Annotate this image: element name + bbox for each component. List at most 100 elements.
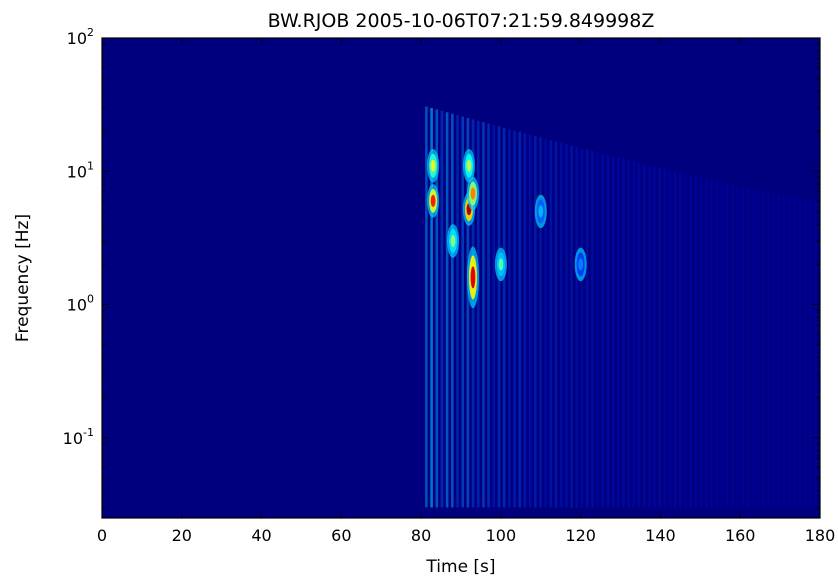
- energy-streak: [435, 109, 439, 508]
- energy-streak: [674, 171, 677, 508]
- energy-streak: [777, 194, 781, 508]
- feature-core: [470, 187, 476, 200]
- energy-streak: [756, 190, 760, 508]
- energy-streak: [451, 113, 454, 508]
- energy-streak: [440, 110, 444, 508]
- energy-streak: [731, 184, 734, 508]
- energy-streak: [523, 133, 527, 508]
- y-tick-label: 101: [67, 159, 94, 181]
- energy-streak: [751, 188, 755, 508]
- energy-streak: [601, 153, 605, 508]
- energy-streak: [596, 152, 599, 508]
- energy-features: [427, 148, 587, 309]
- x-tick-label: 0: [97, 526, 107, 545]
- energy-streak: [788, 196, 791, 508]
- energy-streak: [793, 197, 796, 508]
- energy-streak: [580, 148, 584, 508]
- energy-streak: [637, 162, 641, 508]
- y-tick-label: 100: [67, 293, 94, 315]
- energy-streak: [425, 106, 428, 508]
- feature-core: [430, 159, 436, 172]
- x-tick-label: 140: [645, 526, 676, 545]
- energy-streak: [544, 138, 547, 508]
- x-tick-label: 100: [486, 526, 517, 545]
- x-tick-label: 40: [251, 526, 271, 545]
- energy-streak: [762, 191, 765, 508]
- energy-streak: [575, 146, 579, 508]
- energy-streak: [627, 160, 630, 508]
- x-tick-label: 20: [172, 526, 192, 545]
- feature-core: [578, 258, 584, 271]
- x-tick-label: 160: [725, 526, 756, 545]
- energy-streak: [814, 201, 817, 508]
- feature-core: [466, 159, 472, 172]
- energy-streak: [648, 165, 651, 508]
- energy-streak: [461, 116, 464, 508]
- energy-streak: [694, 176, 698, 508]
- x-tick-label: 180: [805, 526, 836, 545]
- energy-streak: [689, 174, 693, 508]
- energy-streak: [492, 125, 496, 508]
- energy-streak: [513, 130, 516, 508]
- energy-streak: [497, 126, 501, 508]
- energy-streak: [699, 177, 703, 508]
- energy-streak: [725, 183, 729, 508]
- energy-streaks: [425, 106, 820, 508]
- x-axis-label: Time [s]: [425, 557, 495, 577]
- energy-streak: [565, 144, 568, 508]
- energy-streak: [653, 166, 656, 508]
- energy-streak: [616, 157, 620, 508]
- energy-streak: [741, 186, 745, 508]
- energy-streak: [782, 195, 786, 508]
- energy-streak: [658, 167, 662, 508]
- x-axis-ticks: 0 20 40 60 80 100 120 140 160 180: [97, 38, 835, 545]
- chart-title: BW.RJOB 2005-10-06T07:21:59.849998Z: [268, 10, 655, 32]
- energy-streak: [705, 178, 708, 508]
- energy-streak: [715, 180, 719, 508]
- energy-streak: [808, 200, 812, 508]
- energy-streak: [559, 142, 563, 508]
- x-tick-label: 120: [565, 526, 596, 545]
- energy-streak: [528, 134, 532, 508]
- energy-streak: [746, 187, 750, 508]
- energy-streak: [539, 137, 542, 508]
- y-tick-label: 10-1: [63, 426, 94, 448]
- feature-core: [450, 234, 456, 247]
- energy-streak: [772, 193, 776, 508]
- energy-streak: [591, 150, 594, 508]
- energy-streak: [767, 192, 770, 508]
- y-axis-label: Frequency [Hz]: [13, 214, 33, 342]
- energy-streak: [487, 123, 490, 508]
- energy-streak: [684, 173, 687, 508]
- energy-streak: [720, 182, 724, 508]
- feature-core: [498, 258, 504, 271]
- energy-streak: [554, 141, 558, 508]
- energy-streak: [471, 119, 475, 508]
- energy-streak: [668, 170, 672, 508]
- energy-streak: [798, 198, 802, 508]
- energy-streak: [430, 108, 433, 508]
- x-tick-label: 80: [411, 526, 431, 545]
- energy-streak: [611, 156, 615, 508]
- energy-streak: [632, 161, 636, 508]
- y-axis-ticks: 10-1 100 101 102: [63, 26, 820, 508]
- spectrogram-background: [102, 38, 820, 518]
- energy-streak: [502, 127, 506, 508]
- energy-streak: [803, 199, 807, 508]
- feature-core: [430, 194, 436, 207]
- energy-streak: [606, 154, 610, 508]
- energy-streak: [549, 140, 553, 508]
- energy-streak: [622, 158, 625, 508]
- energy-streak: [508, 129, 511, 508]
- feature-core: [470, 266, 476, 289]
- energy-streak: [533, 136, 537, 508]
- y-tick-label: 102: [67, 26, 94, 48]
- energy-streak: [642, 163, 646, 508]
- feature-core: [538, 205, 544, 218]
- plot-frame: [101, 37, 821, 519]
- energy-streak: [585, 149, 589, 508]
- energy-streak: [456, 115, 459, 508]
- energy-streak: [482, 122, 485, 508]
- energy-streak: [570, 145, 573, 508]
